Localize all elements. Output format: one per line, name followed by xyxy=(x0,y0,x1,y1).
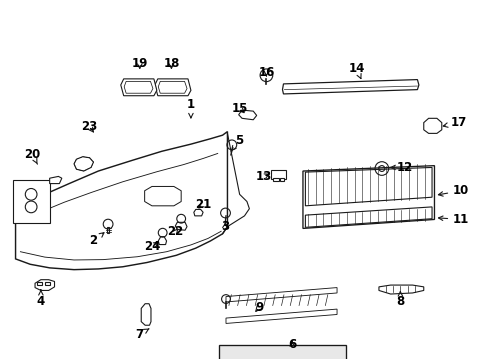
Bar xyxy=(279,178,284,181)
Text: 15: 15 xyxy=(231,102,247,115)
Text: 2: 2 xyxy=(89,233,104,247)
Polygon shape xyxy=(124,81,153,93)
Bar xyxy=(45,282,50,285)
Text: 17: 17 xyxy=(442,116,466,129)
Text: 16: 16 xyxy=(258,66,274,79)
Polygon shape xyxy=(158,81,186,93)
Polygon shape xyxy=(50,176,61,184)
Text: 18: 18 xyxy=(163,57,179,70)
Polygon shape xyxy=(13,180,50,223)
Polygon shape xyxy=(271,170,285,179)
Polygon shape xyxy=(305,167,431,206)
Polygon shape xyxy=(303,166,433,228)
Text: 3: 3 xyxy=(221,220,228,233)
Text: 14: 14 xyxy=(347,62,364,78)
Text: 6: 6 xyxy=(287,338,296,351)
Bar xyxy=(219,345,345,360)
Text: 5: 5 xyxy=(230,134,243,151)
Text: 4: 4 xyxy=(37,290,45,309)
Text: 19: 19 xyxy=(131,57,148,70)
Polygon shape xyxy=(74,157,93,171)
Text: 7: 7 xyxy=(136,328,149,341)
Polygon shape xyxy=(155,79,190,96)
Polygon shape xyxy=(423,118,441,134)
Text: 24: 24 xyxy=(143,240,160,253)
Text: 22: 22 xyxy=(167,225,183,238)
Bar xyxy=(38,282,42,285)
Polygon shape xyxy=(225,309,336,323)
Text: 8: 8 xyxy=(395,292,404,309)
Polygon shape xyxy=(193,210,203,216)
Polygon shape xyxy=(141,304,151,325)
Bar xyxy=(272,178,278,181)
Polygon shape xyxy=(158,237,166,244)
Text: 10: 10 xyxy=(438,184,468,197)
Text: 13: 13 xyxy=(255,170,271,183)
Polygon shape xyxy=(282,80,418,94)
Polygon shape xyxy=(238,110,256,120)
Polygon shape xyxy=(225,288,336,302)
Text: 1: 1 xyxy=(186,98,195,118)
Polygon shape xyxy=(305,207,431,227)
Text: 23: 23 xyxy=(81,121,98,134)
Polygon shape xyxy=(35,280,55,291)
Polygon shape xyxy=(175,222,186,230)
Polygon shape xyxy=(144,186,181,206)
Polygon shape xyxy=(107,227,109,233)
Text: 11: 11 xyxy=(438,213,468,226)
Text: 21: 21 xyxy=(195,198,211,211)
Text: 20: 20 xyxy=(24,148,41,164)
Polygon shape xyxy=(378,285,423,294)
Polygon shape xyxy=(121,79,157,96)
Text: 12: 12 xyxy=(390,161,412,174)
Text: 9: 9 xyxy=(254,301,263,314)
